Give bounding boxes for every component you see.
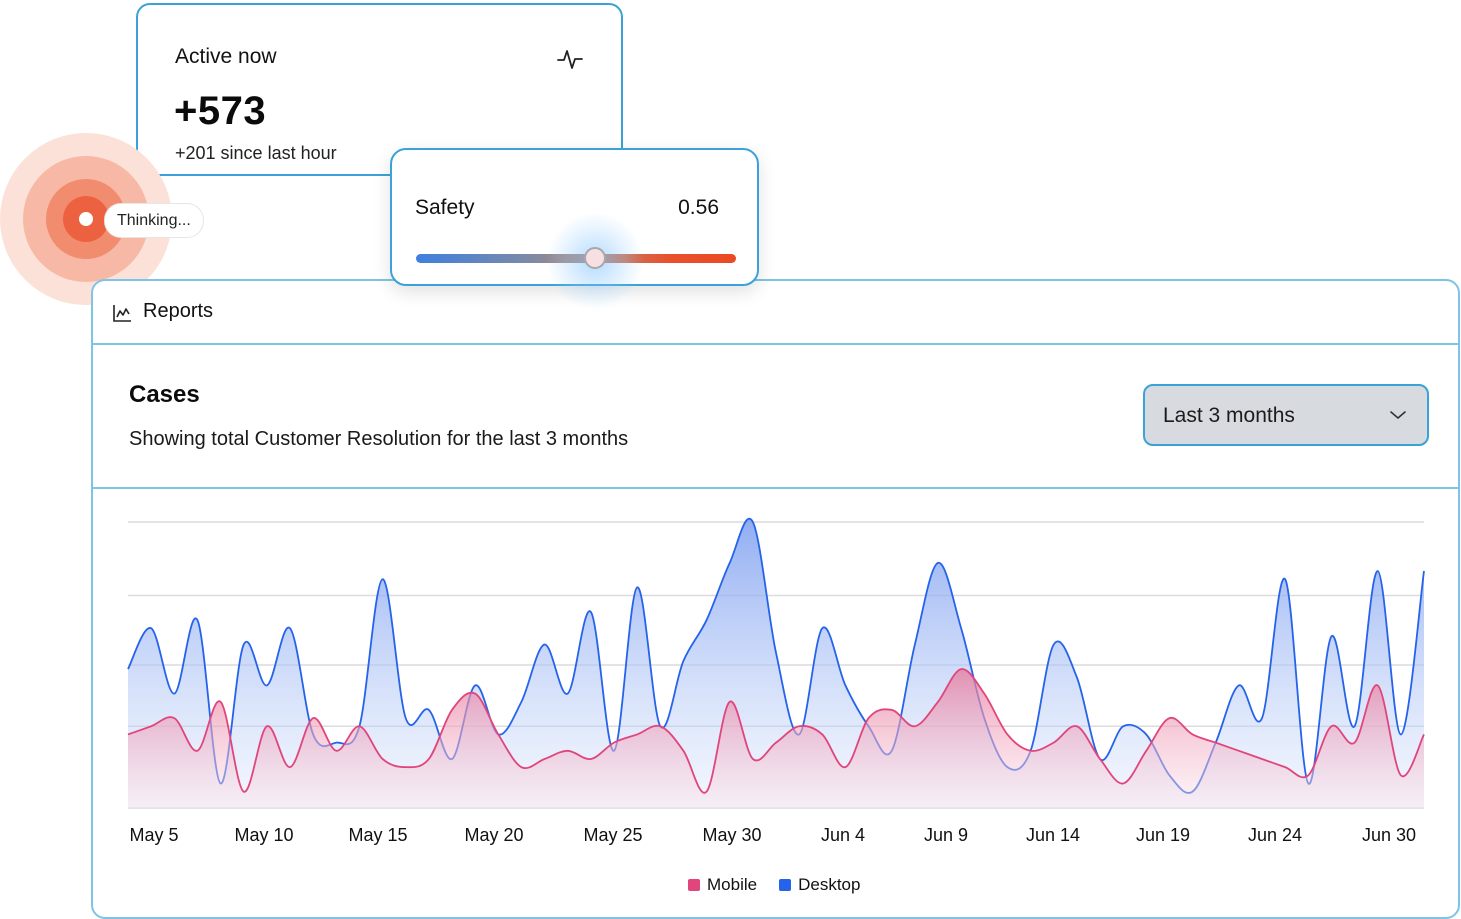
activity-pulse-icon [557, 50, 583, 69]
active-now-title: Active now [175, 45, 277, 68]
reports-header: Reports [93, 281, 1458, 345]
x-tick-label: May 25 [583, 825, 642, 845]
active-now-card: Active now +573 +201 since last hour [136, 3, 623, 176]
mobile-swatch [688, 879, 700, 891]
thinking-label: Thinking... [104, 203, 204, 238]
line-chart-icon [113, 305, 131, 322]
mobile-area [128, 668, 1424, 808]
desktop-swatch [779, 879, 792, 891]
legend-mobile-label: Mobile [707, 875, 758, 894]
x-tick-label: Jun 19 [1136, 825, 1190, 845]
x-tick-label: May 20 [464, 825, 523, 845]
legend-desktop[interactable]: Desktop [779, 875, 860, 895]
desktop-area [128, 518, 1424, 808]
active-now-subtitle: +201 since last hour [175, 143, 337, 163]
cases-title: Cases [129, 381, 200, 408]
safety-slider-knob[interactable] [584, 247, 607, 269]
x-tick-label: May 10 [234, 825, 293, 845]
reports-panel: Reports Cases Showing total Customer Res… [91, 279, 1460, 919]
chart-legend: Mobile Desktop [688, 875, 882, 895]
legend-mobile[interactable]: Mobile [688, 875, 757, 895]
x-tick-label: Jun 9 [924, 825, 968, 845]
x-tick-label: Jun 4 [821, 825, 865, 845]
safety-label: Safety [415, 196, 475, 219]
x-tick-label: May 15 [348, 825, 407, 845]
x-tick-label: Jun 14 [1026, 825, 1080, 845]
reports-title: Reports [143, 300, 214, 322]
thinking-dot [79, 212, 93, 226]
cases-header: Cases Showing total Customer Resolution … [93, 343, 1458, 489]
safety-slider-card: Safety 0.56 [390, 148, 759, 309]
safety-value: 0.56 [678, 196, 719, 219]
x-tick-label: May 30 [702, 825, 761, 845]
cases-subtitle: Showing total Customer Resolution for th… [129, 428, 629, 450]
x-tick-label: May 5 [129, 825, 178, 845]
legend-desktop-label: Desktop [798, 875, 861, 894]
x-tick-label: Jun 24 [1248, 825, 1302, 845]
range-select[interactable]: Last 3 months [1143, 384, 1429, 446]
x-tick-label: Jun 30 [1362, 825, 1416, 845]
chevron-down-icon [1390, 411, 1406, 419]
desktop-series-line [127, 518, 1425, 794]
active-now-value: +573 [174, 89, 267, 133]
cases-area-chart: May 5 May 10 May 15 May 20 May 25 May 30 Jun 4… [127, 518, 1425, 845]
mobile-series-line [127, 668, 1425, 794]
range-select-value: Last 3 months [1163, 404, 1295, 427]
